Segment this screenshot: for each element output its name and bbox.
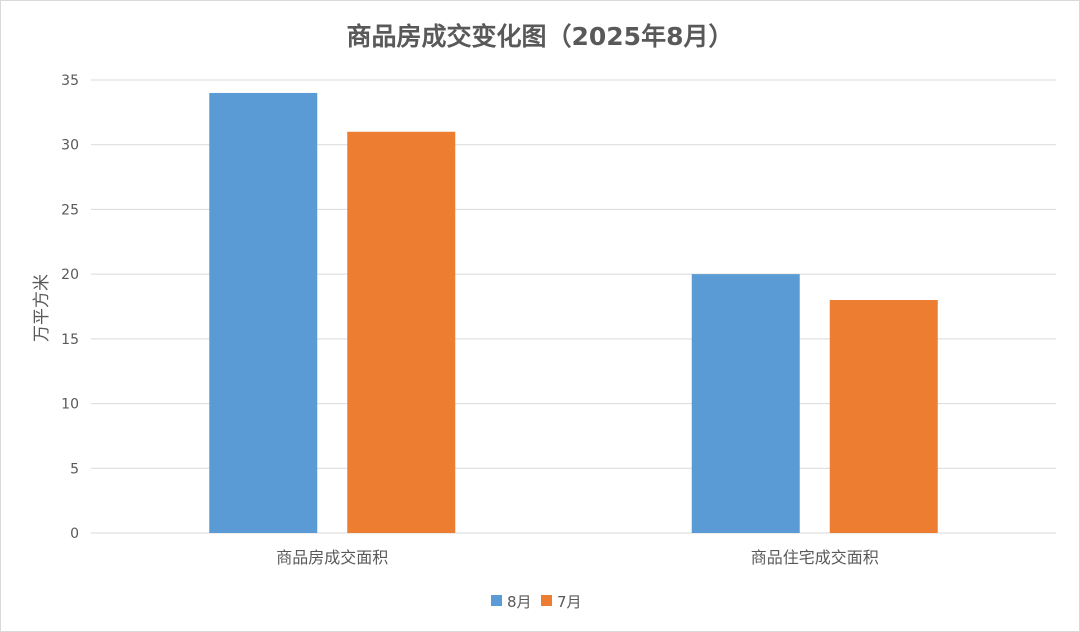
bar-0-0	[209, 92, 318, 533]
bar-1-1	[829, 300, 938, 533]
y-tick-label: 15	[61, 332, 79, 348]
y-axis-label: 万平方米	[32, 274, 52, 342]
y-tick-label: 30	[61, 138, 79, 154]
legend-swatch	[541, 595, 552, 606]
chart-title: 商品房成交变化图（2025年8月）	[346, 22, 734, 51]
x-category-label: 商品房成交面积	[276, 548, 388, 567]
bar-1-0	[347, 131, 456, 533]
y-tick-label: 5	[70, 461, 79, 477]
legend-label: 7月	[557, 593, 582, 611]
y-tick-label: 0	[70, 526, 79, 542]
x-category-label: 商品住宅成交面积	[751, 548, 879, 567]
legend-label: 8月	[507, 593, 532, 611]
y-tick-label: 25	[61, 202, 79, 218]
y-tick-label: 35	[61, 73, 79, 89]
bar-0-1	[691, 274, 800, 533]
legend-swatch	[491, 595, 502, 606]
y-tick-label: 10	[61, 397, 79, 413]
y-tick-label: 20	[61, 267, 79, 283]
